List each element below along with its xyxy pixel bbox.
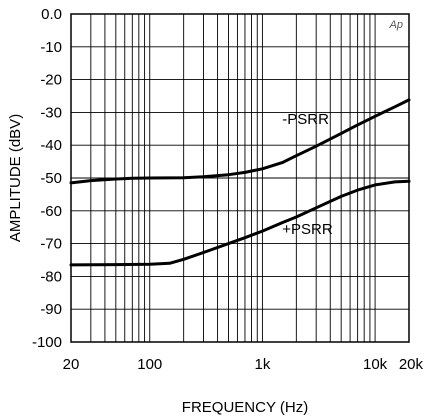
series-line-minus-psrr [69,98,411,185]
y-tick-label: 0.0 [41,6,62,23]
y-tick-label: -50 [40,170,62,187]
y-tick-label: -70 [40,236,62,253]
y-tick-label: -30 [40,104,62,121]
series-line-plus-psrr [69,179,411,267]
y-tick-label: -100 [32,334,62,351]
series-label-minus-psrr: -PSRR [282,111,329,128]
x-tick-label: 20 [63,356,80,373]
y-tick-label: -90 [40,301,62,318]
x-tick-label: 100 [137,356,162,373]
y-tick-labels: 0.0 -10 -20 -30 -40 -50 -60 -70 -80 -90 -100 [32,6,62,351]
x-tick-label: 20k [399,356,424,373]
plot-frame [70,13,410,343]
x-tick-label: 1k [254,356,270,373]
series-label-plus-psrr: +PSRR [282,221,333,238]
y-axis-label: AMPLITUDE (dBV) [7,114,24,242]
y-tick-label: -10 [40,39,62,56]
y-tick-label: -60 [40,203,62,220]
y-tick-label: -80 [40,268,62,285]
x-tick-labels: 20 100 1k 10k 20k [63,356,424,373]
x-tick-label: 10k [363,356,388,373]
corner-mark: Ap [389,19,403,31]
grid [71,14,409,342]
y-tick-label: -20 [40,72,62,89]
series-lines [69,98,411,267]
x-axis-label: FREQUENCY (Hz) [182,399,308,416]
y-tick-label: -40 [40,137,62,154]
